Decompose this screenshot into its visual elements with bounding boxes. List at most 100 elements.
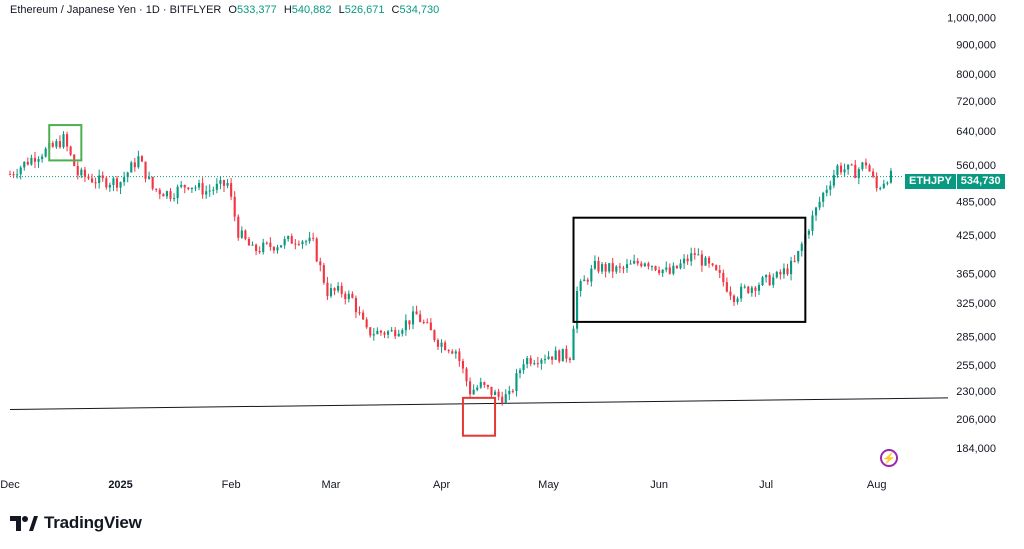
candle-body (162, 194, 165, 197)
candle-body (729, 291, 732, 296)
candle-body (640, 263, 643, 267)
candle-body (590, 268, 593, 282)
candle-body (872, 171, 875, 177)
candle-body (658, 270, 661, 274)
candle-body (504, 394, 507, 403)
candle-body (98, 175, 101, 184)
x-tick-label: May (538, 479, 559, 491)
candle-body (797, 250, 800, 262)
candle-body (793, 260, 796, 262)
y-tick-label: 184,000 (956, 443, 996, 455)
candle-body (586, 279, 589, 282)
candle-body (526, 358, 529, 365)
candle-body (436, 340, 440, 347)
candle-body (886, 182, 889, 184)
candle-body (779, 271, 782, 275)
x-tick-label: 2025 (108, 479, 132, 491)
candle-body (807, 230, 810, 235)
candle-body (219, 180, 222, 184)
x-tick-label: Aug (867, 479, 887, 491)
y-tick-label: 230,000 (956, 386, 996, 398)
candle-body (472, 389, 475, 395)
candle-body (497, 391, 500, 397)
candle-body (258, 250, 261, 253)
candle-body (579, 281, 582, 291)
y-tick-label: 900,000 (956, 39, 996, 51)
candle-body (233, 196, 236, 217)
candle-body (633, 260, 636, 264)
candle-body (697, 254, 700, 256)
candle-body (205, 191, 208, 195)
candle-body (700, 254, 703, 266)
price-tag-symbol: ETHJPY (905, 174, 957, 189)
candle-body (426, 322, 429, 324)
candle-body (23, 161, 26, 168)
candle-body (547, 356, 550, 360)
candle-body (465, 368, 468, 382)
y-tick-label: 560,000 (956, 160, 996, 172)
candle-body (130, 162, 133, 173)
candle-body (757, 285, 761, 291)
candle-body (643, 263, 646, 267)
candle-body (790, 260, 793, 275)
candle-body (568, 358, 572, 361)
candle-body (37, 159, 40, 162)
candle-body (822, 192, 825, 202)
y-tick-label: 1,000,000 (947, 13, 996, 25)
y-tick-label: 425,000 (956, 230, 996, 242)
candle-body (593, 260, 596, 269)
candle-body (782, 268, 786, 275)
candle-body (707, 257, 711, 264)
candle-body (479, 382, 482, 388)
candle-body (201, 183, 204, 195)
x-tick-label: Dec (0, 479, 20, 491)
candle-body (515, 373, 518, 391)
candle-body (600, 264, 604, 272)
candle-body (518, 370, 522, 374)
x-tick-label: Mar (322, 479, 341, 491)
candle-body (247, 239, 251, 246)
candle-body (240, 230, 243, 238)
candle-body (87, 176, 90, 179)
candle-body (194, 187, 197, 189)
candle-body (636, 260, 639, 264)
candle-body (123, 177, 126, 183)
candle-body (230, 183, 233, 197)
candle-body (379, 330, 382, 333)
candle-body (722, 272, 725, 283)
chart-legend-header: Ethereum / Japanese Yen · 1D · BITFLYER … (10, 4, 439, 16)
candle-body (732, 295, 736, 302)
tradingview-logo: TradingView (10, 512, 142, 534)
candle-body (297, 243, 300, 245)
x-tick-label: Jul (759, 479, 773, 491)
candle-body (839, 165, 843, 173)
candle-body (358, 312, 361, 314)
candle-body (611, 263, 614, 272)
candle-body (650, 266, 654, 268)
candle-body (864, 162, 868, 166)
y-tick-label: 325,000 (956, 298, 996, 310)
high-value: 540,882 (291, 4, 332, 16)
candle-body (197, 183, 201, 188)
candle-body (668, 267, 671, 274)
candle-body (183, 184, 186, 188)
candle-body (818, 201, 821, 208)
candle-body (369, 327, 372, 336)
candle-body (351, 293, 354, 298)
candle-body (558, 350, 561, 362)
candle-body (319, 261, 322, 266)
candle-body (461, 361, 465, 369)
candle-body (583, 279, 586, 282)
candle-body (55, 141, 58, 147)
candle-body (576, 290, 579, 329)
candle-body (315, 238, 318, 262)
candle-body (255, 244, 258, 251)
flash-icon[interactable]: ⚡ (880, 449, 898, 467)
candle-body (312, 237, 315, 239)
open-value: 533,377 (236, 4, 277, 16)
candle-body (476, 387, 479, 390)
candle-body (843, 169, 846, 173)
candle-body (8, 174, 12, 176)
candle-body (511, 390, 514, 392)
